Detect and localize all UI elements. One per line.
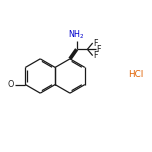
Text: F: F — [96, 45, 101, 54]
Text: NH$_2$: NH$_2$ — [68, 28, 85, 40]
Text: F: F — [93, 51, 98, 60]
Text: O: O — [8, 80, 14, 89]
Text: F: F — [93, 38, 98, 48]
Text: HCl: HCl — [128, 70, 143, 79]
